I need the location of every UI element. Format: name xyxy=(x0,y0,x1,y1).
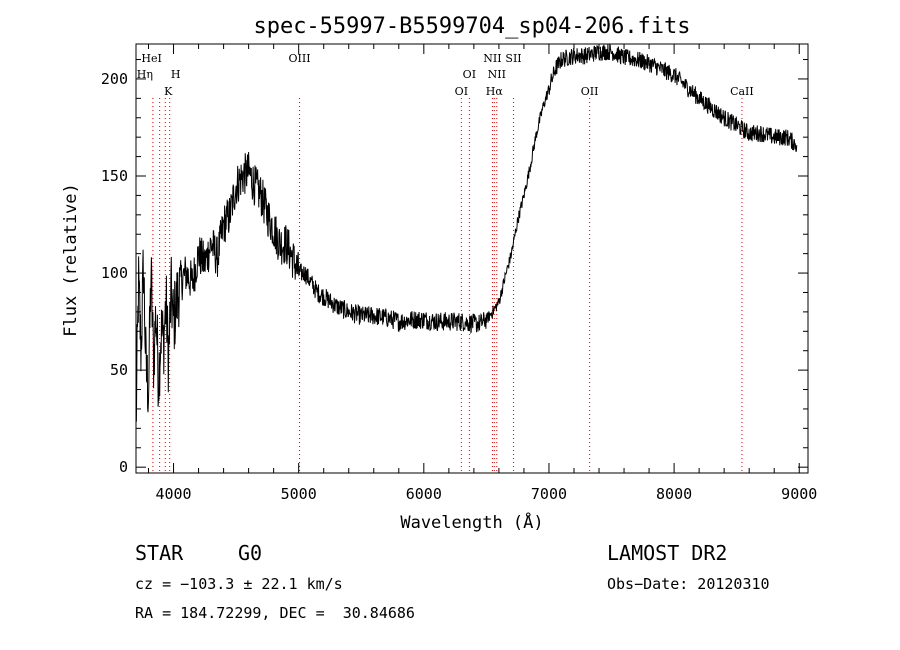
spectral-line-label: OII xyxy=(581,85,599,98)
spectrum-line xyxy=(135,43,798,422)
object-subclass: G0 xyxy=(238,541,263,565)
x-axis-label: Wavelength (Å) xyxy=(400,511,543,533)
observation-date: Obs−Date: 20120310 xyxy=(607,575,770,593)
spectral-line-label: OI xyxy=(455,85,468,98)
spectral-line-label: OI xyxy=(463,68,476,81)
chart-title: spec-55997-B5599704_sp04-206.fits xyxy=(253,14,690,39)
redshift-velocity: cz = −103.3 ± 22.1 km/s xyxy=(135,575,343,593)
spectral-line-label: H xyxy=(171,68,181,81)
spectral-line-label: OIII xyxy=(289,52,311,65)
spectral-line-label: SII xyxy=(505,52,521,65)
spectral-line-label: HeI xyxy=(141,52,161,65)
plot-frame xyxy=(135,43,809,474)
x-tick-label: 7000 xyxy=(531,485,567,503)
survey-name: LAMOST DR2 xyxy=(607,541,728,565)
spectral-line-label: NII xyxy=(483,52,501,65)
spectral-line-label: Hα xyxy=(486,85,504,98)
object-class: STAR xyxy=(135,541,184,565)
x-tick-label: 8000 xyxy=(656,485,692,503)
spectral-line-label: K xyxy=(164,85,173,98)
x-tick-label: 4000 xyxy=(155,485,191,503)
spectral-line-label: NII xyxy=(488,68,506,81)
spectral-line-label: CaII xyxy=(730,85,754,98)
y-tick-label: 100 xyxy=(101,264,128,282)
y-tick-label: 150 xyxy=(101,167,128,185)
y-axis-label: Flux (relative) xyxy=(61,183,81,337)
plot-area: HeI Hη HK OIII OI OI NII NII Hα SII OII CaII 0 50 100 1… xyxy=(101,43,817,503)
spectral-line-label: Hη xyxy=(137,68,153,81)
y-tick-label: 200 xyxy=(101,70,128,88)
y-tick-label: 0 xyxy=(119,458,128,476)
coordinates: RA = 184.72299, DEC = 30.84686 xyxy=(135,604,415,622)
x-tick-label: 9000 xyxy=(781,485,817,503)
x-tick-label: 6000 xyxy=(406,485,442,503)
x-tick-label: 5000 xyxy=(281,485,317,503)
y-tick-label: 50 xyxy=(110,361,128,379)
